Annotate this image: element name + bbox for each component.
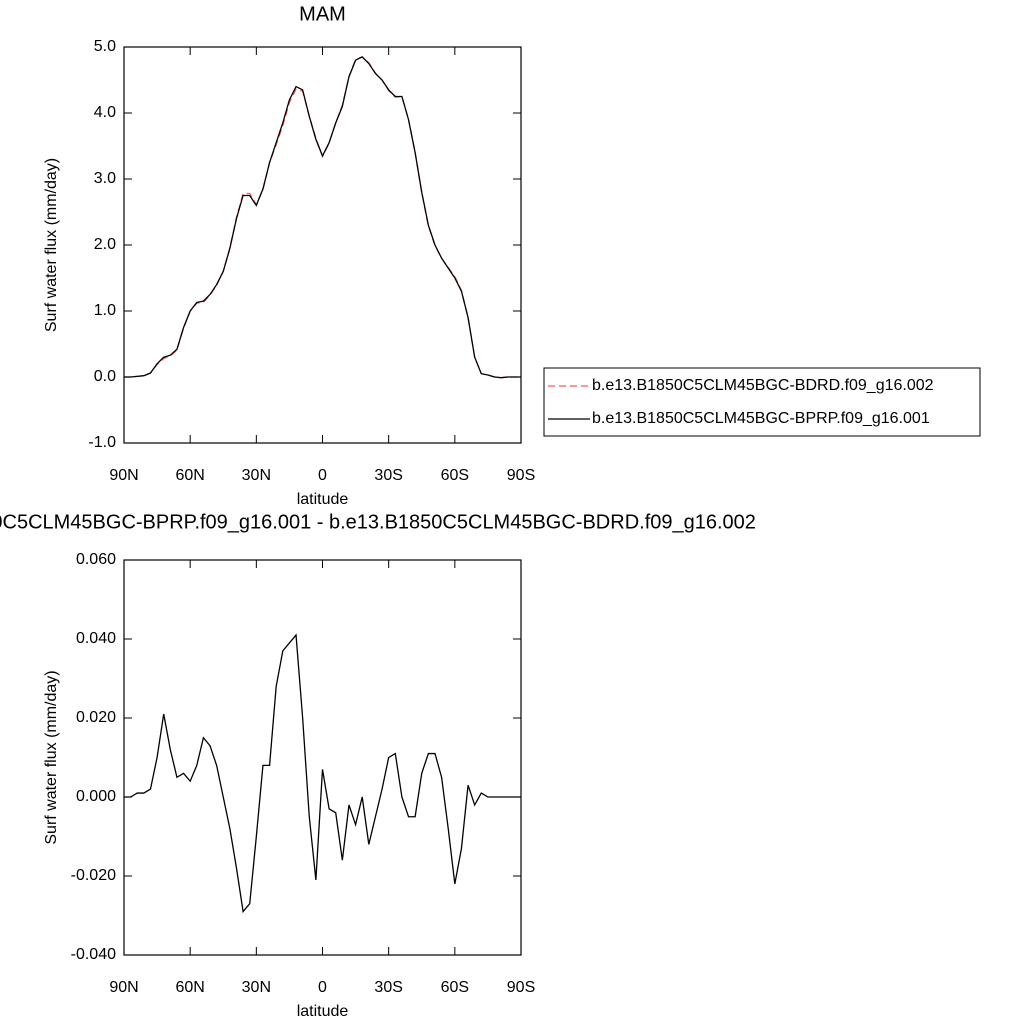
plot-frame (123, 559, 522, 956)
x-tick-label: 60S (441, 467, 469, 484)
y-tick-label: 5.0 (94, 38, 116, 55)
x-tick-label: 0 (318, 467, 327, 484)
y-axis-label: Surf water flux (mm/day) (43, 670, 60, 844)
y-tick-label: 3.0 (94, 170, 116, 187)
data-line (124, 56, 521, 379)
x-tick-label: 30S (374, 979, 402, 996)
x-axis-label: latitude (297, 1003, 349, 1020)
y-tick-label: 0.000 (76, 788, 116, 805)
x-tick-label: 60S (441, 979, 469, 996)
legend-box (543, 367, 981, 437)
y-tick-label: 0.020 (76, 709, 116, 726)
y-tick-label: 4.0 (94, 104, 116, 121)
x-tick-label: 30S (374, 467, 402, 484)
chart-title: b.e13.B1850C5CLM45BGC-BPRP.f09_g16.001 -… (0, 511, 756, 533)
legend-label: b.e13.B1850C5CLM45BGC-BDRD.f09_g16.002 (592, 377, 934, 394)
x-tick-label: 30N (242, 467, 271, 484)
data-line (124, 633, 521, 914)
plot-frame (123, 46, 522, 444)
x-tick-label: 90S (507, 979, 535, 996)
y-tick-label: 2.0 (94, 236, 116, 253)
y-tick-label: -0.020 (71, 867, 116, 884)
x-tick-label: 30N (242, 979, 271, 996)
x-tick-label: 60N (175, 979, 204, 996)
x-tick-label: 0 (318, 979, 327, 996)
y-tick-label: 1.0 (94, 302, 116, 319)
x-tick-label: 90N (109, 979, 138, 996)
x-tick-label: 90S (507, 467, 535, 484)
legend-label: b.e13.B1850C5CLM45BGC-BPRP.f09_g16.001 (592, 410, 930, 427)
y-tick-label: 0.060 (76, 551, 116, 568)
y-tick-label: -0.040 (71, 946, 116, 963)
x-tick-label: 60N (175, 467, 204, 484)
x-tick-label: 90N (109, 467, 138, 484)
y-tick-label: 0.040 (76, 630, 116, 647)
y-axis-label: Surf water flux (mm/day) (43, 158, 60, 332)
x-axis-label: latitude (297, 491, 349, 508)
y-tick-label: 0.0 (94, 368, 116, 385)
chart-title: MAM (299, 3, 346, 25)
y-tick-label: -1.0 (88, 434, 116, 451)
